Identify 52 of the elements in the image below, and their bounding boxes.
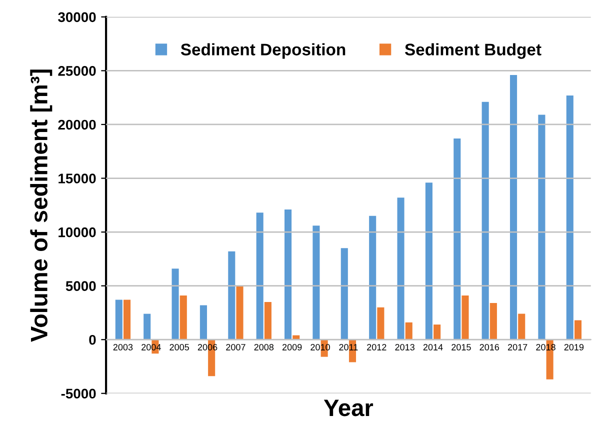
bar <box>123 300 131 340</box>
bar <box>377 307 384 340</box>
y-tick-label: 5000 <box>66 281 96 291</box>
bar <box>369 216 376 340</box>
x-axis-title: Year <box>324 400 374 416</box>
x-tick-label: 2016 <box>480 344 500 350</box>
x-tick-label: 2008 <box>254 344 274 350</box>
bar <box>236 286 244 340</box>
bar <box>256 212 264 340</box>
y-tick-label: 25000 <box>58 66 96 76</box>
x-tick-label: 2019 <box>564 344 584 350</box>
bar <box>340 248 348 340</box>
y-tick-label: 15000 <box>58 174 96 184</box>
bar <box>200 305 207 340</box>
x-tick-label: 2013 <box>395 344 414 350</box>
legend-label: Sediment Deposition <box>180 43 346 59</box>
bar <box>510 75 518 340</box>
y-tick-label: 0 <box>89 334 96 345</box>
bar <box>425 182 432 340</box>
bar <box>405 322 412 340</box>
bar <box>284 209 292 340</box>
x-tick-label: 2007 <box>226 344 246 350</box>
y-axis-title: Volume of sediment [m³] <box>30 70 52 342</box>
bar <box>115 300 122 340</box>
bar <box>144 314 151 340</box>
x-tick-label: 2005 <box>170 344 189 350</box>
x-tick-label: 2017 <box>508 344 528 350</box>
bar <box>264 302 272 340</box>
bar <box>490 303 497 340</box>
y-tick-label: 10000 <box>58 227 96 238</box>
y-tick-label: 20000 <box>58 120 96 130</box>
bar <box>574 320 582 340</box>
bar <box>482 102 489 340</box>
x-tick-label: 2015 <box>452 344 471 350</box>
bar <box>462 296 469 340</box>
x-tick-label: 2012 <box>367 344 386 350</box>
x-tick-label: 2003 <box>113 344 133 350</box>
x-tick-label: 2014 <box>423 344 443 350</box>
bar <box>454 138 461 340</box>
legend-label: Sediment Budget <box>404 43 542 59</box>
bar <box>566 95 574 340</box>
y-tick-label: 30000 <box>58 12 96 22</box>
y-tick-label: -5000 <box>61 388 96 399</box>
bar <box>312 226 320 340</box>
x-tick-label: 2009 <box>282 344 302 350</box>
bar <box>172 268 179 340</box>
bar <box>397 198 404 340</box>
bar <box>518 314 526 340</box>
bar <box>538 114 546 340</box>
bar <box>434 324 441 340</box>
bar <box>180 296 187 340</box>
bar <box>228 251 236 340</box>
